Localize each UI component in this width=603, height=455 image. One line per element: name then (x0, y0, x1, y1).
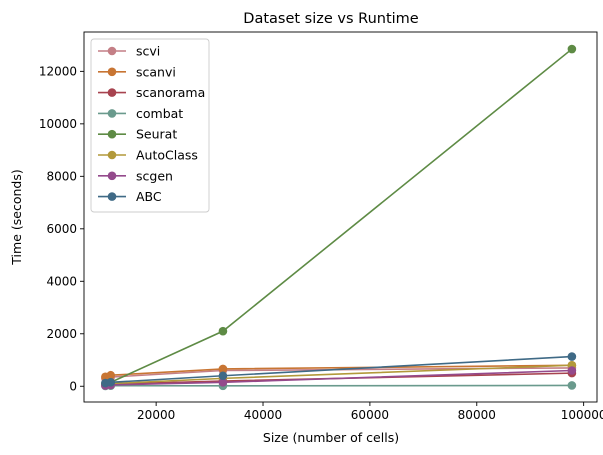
data-point-seurat (567, 44, 577, 54)
legend-swatch-marker (107, 129, 117, 139)
legend-item-autoclass: AutoClass (98, 148, 198, 163)
legend-item-scgen: scgen (98, 168, 173, 183)
legend-box (90, 38, 210, 213)
x-axis-label: Size (number of cells) (263, 430, 399, 445)
y-axis: 0 2000 4000 6000 8000 10000 12000 (39, 65, 84, 394)
data-point-scanvi (218, 364, 228, 374)
legend-swatch-marker (107, 46, 117, 56)
y-tick-label: 6000 (46, 222, 77, 236)
plot-frame (83, 31, 598, 403)
x-tick-label: 100000 (561, 408, 603, 422)
legend-swatch-marker (107, 88, 117, 97)
legend-label: AutoClass (136, 148, 198, 163)
data-point-seurat (218, 326, 228, 336)
plot-area (101, 44, 577, 391)
legend-item-seurat: Seurat (98, 127, 177, 142)
legend-label: scanorama (136, 85, 205, 100)
legend-swatch-marker (107, 171, 117, 181)
legend-item-combat: combat (98, 106, 183, 121)
legend-label: scgen (136, 168, 173, 183)
data-point-scgen (567, 366, 577, 375)
legend-label: scvi (136, 44, 160, 59)
legend-item-abc: ABC (98, 189, 162, 204)
x-tick-label: 40000 (244, 408, 282, 422)
chart-title: Dataset size vs Runtime (243, 11, 419, 27)
data-point-abc (106, 378, 116, 387)
legend-label: combat (136, 106, 183, 121)
data-point-abc (218, 371, 228, 381)
x-tick-label: 60000 (351, 408, 389, 422)
y-tick-label: 4000 (46, 275, 77, 289)
y-tick-label: 0 (69, 380, 77, 394)
y-tick-label: 8000 (46, 170, 77, 184)
y-tick-label: 2000 (46, 327, 77, 341)
y-axis-label: Time (seconds) (9, 169, 24, 265)
legend-swatch-marker (107, 192, 117, 201)
data-point-scgen (218, 378, 228, 387)
y-tick-label: 10000 (39, 117, 77, 131)
legend-item-scanvi: scanvi (98, 64, 176, 79)
legend-swatch-marker (107, 109, 117, 118)
legend-swatch-marker (107, 67, 117, 77)
legend-label: Seurat (136, 127, 177, 142)
x-axis: 20000 40000 60000 80000 100000 (137, 402, 603, 422)
data-point-scanvi (106, 370, 116, 380)
y-tick-label: 12000 (39, 65, 77, 79)
legend-item-scanorama: scanorama (98, 85, 205, 100)
x-tick-label: 80000 (458, 408, 496, 422)
legend-label: scanvi (136, 64, 176, 79)
legend-item-scvi: scvi (98, 44, 160, 59)
x-tick-label: 20000 (137, 408, 175, 422)
data-point-abc (567, 352, 577, 361)
series-line-combat (105, 384, 572, 387)
data-point-combat (567, 381, 577, 390)
legend: scvi scanvi scanorama combat Seurat AutoClass… (90, 38, 210, 213)
legend-swatch-marker (107, 150, 117, 160)
series-abc (101, 352, 577, 388)
legend-label: ABC (136, 189, 162, 204)
